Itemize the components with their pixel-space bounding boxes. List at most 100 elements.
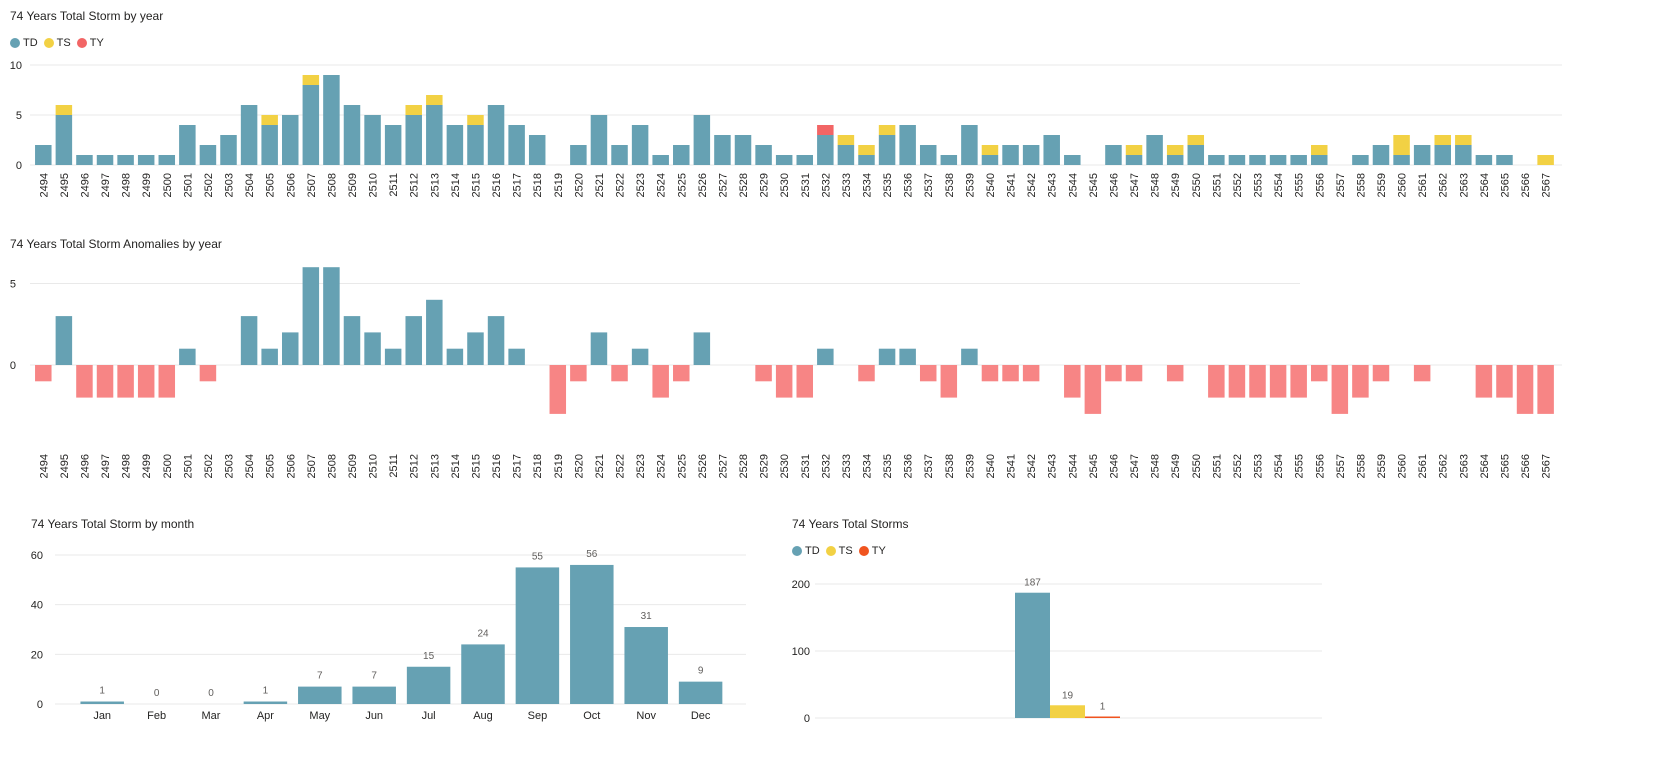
legend-label: TY <box>871 545 886 557</box>
legend-item-ts[interactable]: TS <box>43 37 71 49</box>
x-tick-label: 2563 <box>1458 454 1470 478</box>
x-tick-label: 2542 <box>1026 454 1038 478</box>
x-tick-label: 2567 <box>1541 173 1553 197</box>
x-tick-label: 2555 <box>1294 173 1306 197</box>
bar-td <box>1208 155 1225 165</box>
bar-positive <box>631 348 649 365</box>
bar-negative <box>1413 365 1431 382</box>
legend-item-ty[interactable]: TY <box>76 37 104 49</box>
bar-positive <box>384 348 402 365</box>
x-tick-label: 2535 <box>882 454 894 478</box>
legend-item-ts[interactable]: TS <box>825 545 853 557</box>
bar-td <box>528 135 546 165</box>
bar-negative <box>137 365 155 398</box>
x-tick-label: 2566 <box>1520 454 1532 478</box>
bar-td <box>384 125 402 165</box>
x-tick-label: 2510 <box>368 454 380 478</box>
data-label: 1 <box>263 686 269 697</box>
bar-td <box>467 125 484 165</box>
bar-negative <box>1208 365 1225 398</box>
x-tick-label: 2531 <box>800 454 812 478</box>
x-tick-label: 2506 <box>285 173 297 197</box>
legend-item-td[interactable]: TD <box>792 545 820 557</box>
bar-td <box>158 155 176 165</box>
x-tick-label: 2523 <box>635 173 647 197</box>
bar-td <box>76 155 93 165</box>
bar-positive <box>261 348 278 365</box>
x-tick-label: 2533 <box>841 454 853 478</box>
bar-negative <box>1002 365 1019 382</box>
bar-td <box>919 145 937 165</box>
y-tick-label: 60 <box>31 550 43 562</box>
bar-negative <box>611 365 628 382</box>
bar-negative <box>158 365 176 398</box>
x-tick-label: 2510 <box>368 173 380 197</box>
bar-month <box>678 681 723 704</box>
bar-negative <box>652 365 669 398</box>
bar-negative <box>1516 365 1534 414</box>
data-label: 15 <box>423 651 435 662</box>
x-tick-label: 2517 <box>512 173 524 197</box>
x-tick-label: 2497 <box>100 454 112 478</box>
x-tick-label: 2548 <box>1150 454 1162 478</box>
legend-item-td[interactable]: TD <box>10 37 38 49</box>
x-tick-label: 2535 <box>882 173 894 197</box>
x-tick-label: 2554 <box>1273 173 1285 197</box>
bar-td <box>1125 155 1143 165</box>
x-tick-label: 2545 <box>1088 454 1100 478</box>
bar-positive <box>878 348 896 365</box>
bar-td <box>96 155 114 165</box>
x-tick-label: 2526 <box>697 173 709 197</box>
x-tick-label: 2495 <box>59 173 71 197</box>
bar-ts <box>1125 145 1143 155</box>
x-tick-label: 2514 <box>450 454 462 478</box>
data-label: 0 <box>154 688 160 699</box>
bar-td <box>1228 155 1246 165</box>
legend-item-ty[interactable]: TY <box>858 545 886 557</box>
bar-ty <box>1085 716 1120 718</box>
bar-td <box>323 75 340 165</box>
x-tick-label: 2508 <box>326 173 338 197</box>
bar-negative <box>1249 365 1266 398</box>
legend-label: TS <box>56 37 71 49</box>
x-tick-label: 2561 <box>1417 454 1429 478</box>
x-tick-label: Sep <box>528 710 548 722</box>
bar-month <box>298 686 342 704</box>
legend-dot-icon <box>76 38 87 48</box>
y-tick-label: 20 <box>31 649 43 661</box>
totals-chart-title: 74 Years Total Storms <box>792 517 909 531</box>
bar-ts <box>878 125 896 135</box>
data-label: 9 <box>698 666 704 677</box>
bar-td <box>35 145 52 165</box>
x-tick-label: 2509 <box>347 173 359 197</box>
x-tick-label: 2543 <box>1047 454 1059 478</box>
bar-ts <box>426 95 443 105</box>
x-tick-label: 2546 <box>1108 454 1120 478</box>
bar-td <box>1002 145 1019 165</box>
bar-month <box>243 701 288 704</box>
y-tick-label: 40 <box>31 600 43 612</box>
bar-month <box>406 666 451 704</box>
x-tick-label: 2537 <box>923 173 935 197</box>
x-tick-label: 2506 <box>285 454 297 478</box>
bar-ts <box>405 105 422 115</box>
data-label: 56 <box>586 549 598 560</box>
bar-td <box>878 135 896 165</box>
x-tick-label: 2546 <box>1108 173 1120 197</box>
x-tick-label: 2516 <box>491 173 503 197</box>
x-tick-label: 2560 <box>1397 173 1409 197</box>
bar-negative <box>673 365 690 382</box>
legend-dot-icon <box>858 546 869 556</box>
x-tick-label: 2550 <box>1191 173 1203 197</box>
bar-negative <box>35 365 52 382</box>
x-tick-label: 2500 <box>162 173 174 197</box>
x-tick-label: 2559 <box>1376 173 1388 197</box>
bar-td <box>220 135 237 165</box>
bar-positive <box>446 348 464 365</box>
bar-positive <box>323 267 340 365</box>
x-tick-label: 2524 <box>656 173 668 197</box>
bar-positive <box>961 348 978 365</box>
x-tick-label: 2530 <box>779 173 791 197</box>
bar-negative <box>1311 365 1328 382</box>
x-tick-label: 2508 <box>326 454 338 478</box>
